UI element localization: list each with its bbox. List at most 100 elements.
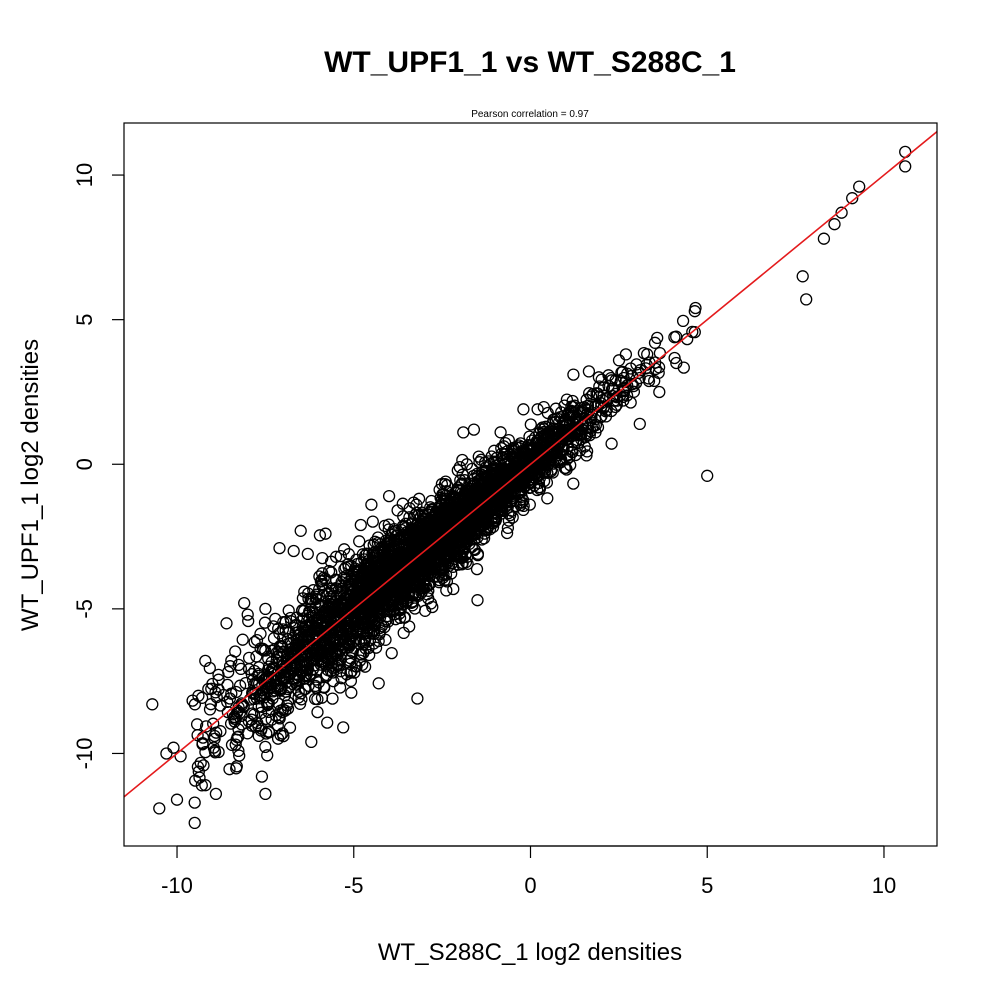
data-point — [232, 658, 245, 672]
chart-title: WT_UPF1_1 vs WT_S288C_1 — [324, 46, 736, 79]
data-point — [534, 449, 547, 463]
data-point — [616, 365, 629, 379]
data-point — [333, 681, 347, 694]
data-point — [419, 572, 432, 585]
data-point — [353, 535, 366, 548]
data-point — [419, 566, 432, 580]
x-tick-label: -10 — [161, 873, 193, 898]
data-point — [588, 413, 602, 426]
data-point — [292, 638, 305, 651]
data-point — [592, 371, 606, 384]
data-point — [279, 615, 292, 629]
data-point — [346, 625, 360, 638]
data-point — [199, 779, 212, 792]
data-point — [329, 550, 343, 563]
data-point — [619, 348, 633, 361]
data-point — [436, 506, 449, 519]
data-point — [247, 687, 260, 700]
data-point — [235, 709, 248, 722]
data-point — [403, 511, 416, 524]
data-point — [369, 641, 383, 654]
data-point — [542, 429, 555, 442]
data-point — [267, 620, 280, 633]
data-point — [642, 372, 655, 385]
data-point — [233, 749, 246, 762]
data-point — [461, 557, 474, 570]
data-point — [207, 717, 220, 730]
data-point — [265, 713, 278, 726]
data-point — [506, 511, 519, 524]
data-point — [394, 591, 407, 604]
data-point — [360, 624, 374, 638]
data-point — [197, 759, 210, 772]
data-point — [393, 556, 407, 569]
data-point — [231, 731, 244, 744]
data-point — [273, 541, 286, 555]
data-point — [447, 582, 460, 596]
data-point — [282, 681, 295, 694]
data-point — [368, 535, 382, 548]
y-tick-label: -5 — [72, 599, 97, 619]
data-point — [334, 606, 347, 619]
data-point — [372, 677, 385, 690]
data-point — [352, 590, 366, 603]
data-point — [846, 192, 859, 205]
data-point — [284, 661, 297, 674]
data-point — [899, 145, 912, 159]
data-point — [471, 594, 484, 607]
data-point — [459, 489, 473, 503]
data-point — [365, 498, 378, 511]
data-point — [203, 703, 217, 716]
data-point — [257, 674, 270, 687]
data-point — [409, 589, 422, 602]
data-point — [430, 506, 443, 520]
data-point — [422, 592, 435, 605]
data-point — [261, 749, 274, 762]
data-point — [146, 698, 159, 711]
fit-layer — [123, 131, 938, 798]
data-point — [453, 460, 466, 474]
data-point — [223, 763, 236, 776]
data-point — [334, 549, 347, 563]
data-point — [342, 575, 356, 588]
data-point — [373, 628, 386, 641]
x-tick-label: 0 — [524, 873, 536, 898]
data-point — [336, 638, 350, 651]
data-point — [439, 549, 452, 562]
data-point — [403, 502, 416, 515]
data-point — [319, 651, 332, 664]
data-point — [515, 449, 528, 463]
data-point — [412, 492, 426, 505]
data-point — [192, 689, 205, 702]
data-point — [411, 692, 424, 705]
data-point — [493, 463, 506, 476]
data-point — [375, 571, 388, 584]
data-point — [544, 454, 557, 467]
data-point — [427, 556, 441, 570]
data-point — [532, 437, 545, 450]
data-point — [248, 692, 261, 706]
data-point — [397, 510, 410, 523]
data-point — [321, 716, 334, 729]
data-point — [277, 645, 290, 658]
data-point — [453, 536, 466, 549]
data-point — [451, 483, 464, 496]
data-point — [477, 511, 491, 524]
data-point — [499, 492, 512, 505]
data-point — [458, 474, 471, 487]
data-point — [484, 499, 497, 513]
data-point — [212, 668, 225, 682]
data-point — [487, 463, 500, 476]
data-point — [595, 373, 608, 386]
data-point — [552, 422, 566, 435]
data-point — [289, 626, 302, 640]
data-point — [538, 445, 551, 458]
data-point — [452, 492, 465, 505]
data-point — [439, 527, 452, 541]
fit-line — [123, 131, 938, 798]
data-point — [427, 518, 441, 532]
data-point — [274, 728, 287, 742]
data-point — [301, 547, 314, 561]
data-point — [316, 551, 329, 565]
